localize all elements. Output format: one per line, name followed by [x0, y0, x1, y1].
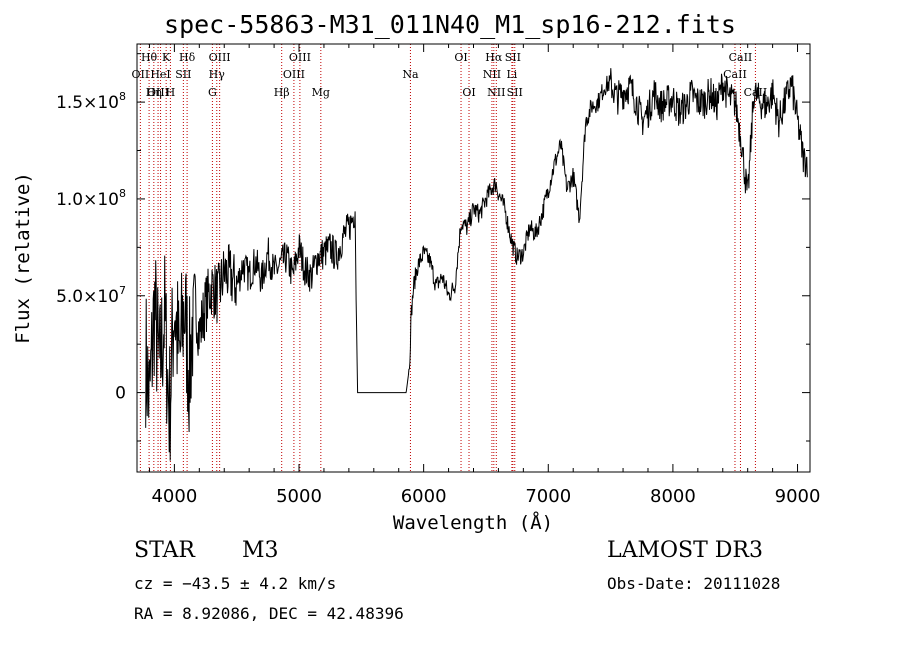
line-label: Hγ	[209, 68, 226, 81]
spectrum-line	[145, 68, 808, 461]
ra-dec-text: RA = 8.92086, DEC = 42.48396	[134, 604, 404, 623]
line-label: Hθ	[141, 51, 158, 64]
line-label: H	[166, 86, 176, 99]
line-label: OIII	[209, 51, 231, 64]
x-tick-label: 6000	[401, 486, 447, 507]
line-label: NII	[483, 68, 501, 81]
x-tick-label: 4000	[151, 486, 197, 507]
axis-ticks	[137, 44, 810, 472]
line-label: Hη	[146, 86, 162, 99]
line-label: NII	[487, 86, 505, 99]
x-tick-label: 8000	[650, 486, 696, 507]
line-label: SII	[175, 68, 191, 81]
line-label: OIII	[283, 68, 305, 81]
line-label: Li	[506, 68, 517, 81]
line-label: SII	[505, 51, 521, 64]
x-axis-label: Wavelength (Å)	[393, 511, 553, 534]
redshift-text: cz = −43.5 ± 4.2 km/s	[134, 574, 337, 593]
y-tick-labels: 0 5.0×107 1.0×108 1.5×108	[56, 90, 126, 403]
line-label: OIII	[147, 86, 169, 99]
line-label: Hβ	[274, 86, 290, 99]
x-tick-labels: 4000 5000 6000 7000 8000 9000	[151, 486, 820, 507]
line-label: HeI	[150, 68, 170, 81]
line-label: G	[208, 86, 217, 99]
x-tick-label: 5000	[276, 486, 322, 507]
star-subclass-label: M3	[242, 538, 279, 563]
line-label: OI	[462, 86, 475, 99]
survey-label: LAMOST DR3	[607, 538, 763, 563]
line-label: SII	[507, 86, 523, 99]
star-class-label: STAR	[134, 538, 195, 563]
y-tick-label: 0	[115, 384, 126, 404]
obs-date-text: Obs-Date: 20111028	[607, 574, 781, 593]
line-label: Na	[402, 68, 419, 81]
chart-title: spec-55863-M31_011N40_M1_sp16-212.fits	[164, 10, 736, 39]
x-tick-label: 7000	[525, 486, 571, 507]
line-label: CaII	[723, 68, 747, 81]
y-tick-label: 1.0×108	[56, 187, 126, 210]
line-label: OII	[132, 68, 150, 81]
x-tick-label: 9000	[775, 486, 821, 507]
line-label: K	[162, 51, 171, 64]
y-tick-label: 5.0×107	[56, 284, 126, 307]
line-label: OI	[454, 51, 467, 64]
line-label: CaII	[729, 51, 753, 64]
line-label: Hα	[485, 51, 503, 64]
y-tick-label: 1.5×108	[56, 90, 126, 113]
line-label: Hδ	[179, 51, 196, 64]
line-label: Mg	[312, 86, 330, 99]
line-label: OIII	[289, 51, 311, 64]
y-axis-label: Flux (relative)	[12, 172, 34, 344]
emission-line-labels: HθOIIOIIIHηHeIKHSIIHδGHγOIIIHβOIIIOIIIMg…	[132, 51, 768, 99]
